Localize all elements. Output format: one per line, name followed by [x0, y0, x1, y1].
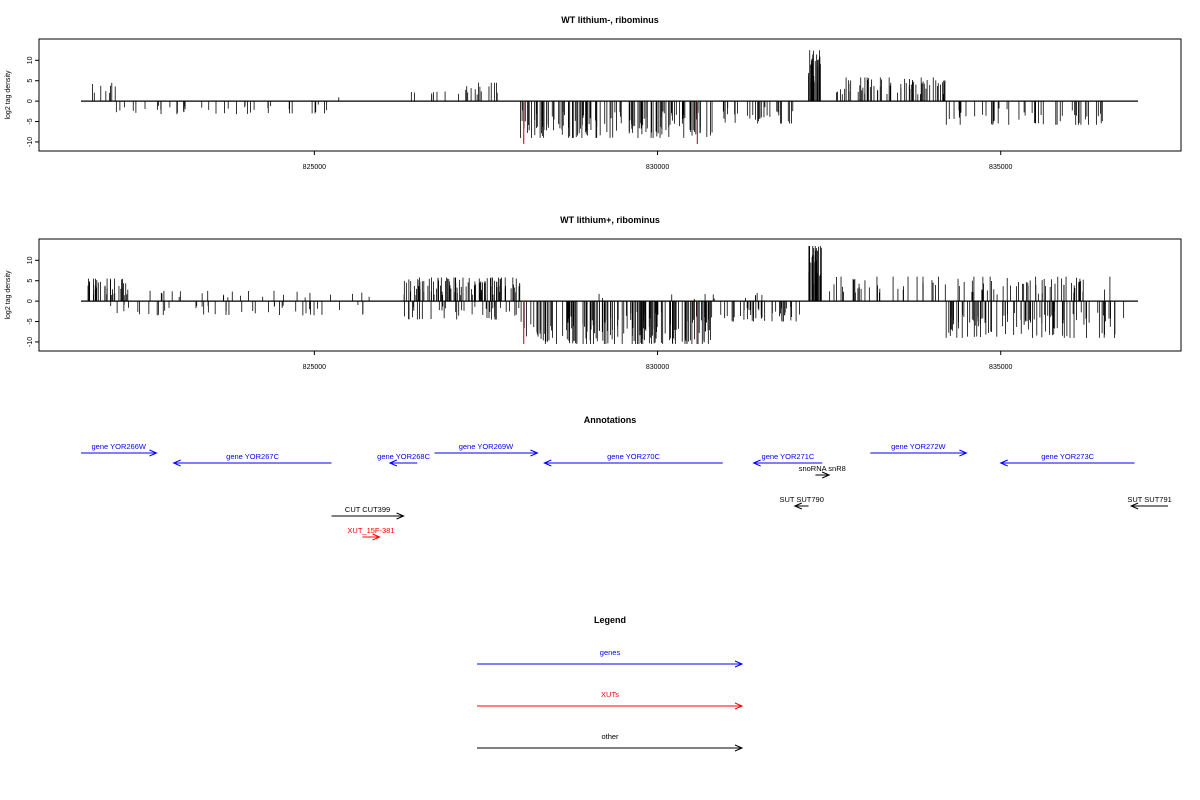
y-tick-label: -5: [27, 318, 34, 324]
x-tick-label: 830000: [646, 164, 669, 171]
legend-arrowhead: [734, 702, 744, 710]
legend-label: other: [601, 732, 619, 741]
feature-arrowhead: [821, 471, 831, 479]
feature-label: SUT SUT791: [1127, 495, 1171, 504]
x-axis: 825000 830000 835000: [303, 151, 1013, 171]
feature-label: gene YOR270C: [607, 452, 660, 461]
y-tick-label: 10: [27, 256, 34, 264]
feature-label: gene YOR267C: [226, 452, 279, 461]
legend-label: genes: [600, 648, 621, 657]
feature-arrowhead: [388, 459, 398, 467]
feature-arrowhead: [999, 459, 1008, 467]
feature-label: SUT SUT790: [779, 495, 823, 504]
y-tick-label: -10: [27, 137, 34, 147]
x-axis: 825000 830000 835000: [303, 351, 1013, 371]
coverage-panel-lithium-plus: WT lithium+, ribominus log2 tag density …: [5, 215, 1182, 371]
feature-label: snoRNA snR8: [799, 464, 846, 473]
coverage-bars: [81, 50, 1138, 144]
feature-label: gene YOR269W: [459, 442, 514, 451]
plot-frame: [38, 238, 1182, 352]
feature-label: gene YOR272W: [891, 442, 946, 451]
x-tick-label: 825000: [303, 364, 326, 371]
y-axis: 10 5 0 -5 -10: [27, 56, 39, 147]
coverage-bars: [81, 246, 1138, 344]
feature-label: CUT CUT399: [345, 505, 390, 514]
legend-title: Legend: [594, 615, 626, 625]
legend-entries: genes XUTs other: [477, 648, 744, 752]
y-tick-label: -5: [27, 118, 34, 124]
legend: Legend genes XUTs other: [477, 615, 744, 752]
feature-arrowhead: [530, 449, 539, 457]
annotation-features: gene YOR266W gene YOR267C gene YOR268C gene…: [81, 442, 1172, 541]
x-tick-label: 830000: [646, 364, 669, 371]
feature-label: gene YOR266W: [92, 442, 147, 451]
y-tick-label: 0: [27, 299, 34, 303]
y-axis: 10 5 0 -5 -10: [27, 256, 39, 347]
legend-arrowhead: [734, 660, 744, 668]
feature-arrowhead: [793, 502, 803, 510]
y-tick-label: 0: [27, 99, 34, 103]
y-tick-label: -10: [27, 337, 34, 347]
feature-label: gene YOR268C: [377, 452, 430, 461]
y-axis-label: log2 tag density: [5, 70, 12, 120]
feature-arrowhead: [172, 459, 181, 467]
y-tick-label: 5: [27, 279, 34, 283]
feature-arrowhead: [543, 459, 552, 467]
feature-arrowhead: [149, 449, 158, 457]
x-tick-label: 835000: [989, 364, 1012, 371]
x-tick-label: 825000: [303, 164, 326, 171]
feature-label: gene YOR271C: [762, 452, 815, 461]
legend-label: XUTs: [601, 690, 619, 699]
y-tick-label: 5: [27, 79, 34, 83]
feature-label: XUT_15F-381: [347, 526, 394, 535]
feature-arrowhead: [752, 459, 761, 467]
feature-arrowhead: [959, 449, 968, 457]
legend-arrowhead: [734, 744, 744, 752]
x-tick-label: 835000: [989, 164, 1012, 171]
feature-arrowhead: [396, 512, 405, 520]
y-tick-label: 10: [27, 56, 34, 64]
feature-label: gene YOR273C: [1041, 452, 1094, 461]
coverage-panel-lithium-minus: WT lithium-, ribominus log2 tag density …: [5, 15, 1182, 171]
feature-arrowhead: [1129, 502, 1139, 510]
y-axis-label: log2 tag density: [5, 270, 12, 320]
panel-title: WT lithium-, ribominus: [561, 15, 659, 25]
annotations-title: Annotations: [584, 415, 637, 425]
plot-frame: [38, 38, 1182, 152]
feature-arrowhead: [372, 533, 381, 541]
panel-title: WT lithium+, ribominus: [560, 215, 660, 225]
